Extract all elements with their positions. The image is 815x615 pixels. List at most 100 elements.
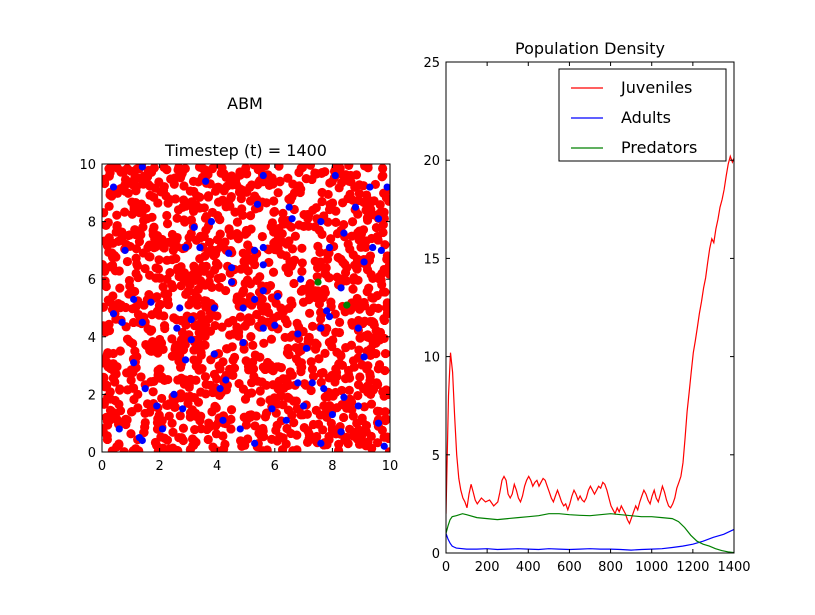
juvenile-point (173, 205, 184, 215)
juvenile-point (262, 445, 272, 452)
juvenile-point (196, 347, 206, 358)
adult-point (383, 183, 390, 191)
juvenile-point (115, 283, 125, 293)
juvenile-point (382, 254, 390, 264)
juvenile-point (132, 352, 142, 362)
juvenile-point (239, 344, 249, 354)
adult-point (308, 379, 316, 387)
juvenile-point (249, 371, 259, 382)
juvenile-point (254, 428, 264, 438)
juvenile-point (372, 438, 383, 448)
juvenile-point (345, 399, 355, 410)
juvenile-point (149, 345, 159, 356)
juvenile-point (353, 391, 363, 401)
juvenile-point (196, 424, 206, 434)
juvenile-point (363, 164, 373, 173)
juvenile-point (297, 243, 307, 253)
juvenile-point (226, 414, 236, 425)
predator-point (343, 301, 351, 309)
juvenile-point (334, 439, 344, 449)
juvenile-point (314, 225, 324, 235)
juvenile-point (378, 164, 388, 174)
juvenile-point (346, 340, 357, 350)
juvenile-point (306, 357, 316, 367)
juvenile-point (373, 303, 383, 313)
juvenile-point (105, 168, 115, 178)
adult-point (147, 298, 155, 306)
juvenile-point (331, 327, 341, 337)
juvenile-point (182, 392, 192, 402)
juvenile-point (354, 235, 364, 245)
juvenile-point (111, 369, 121, 379)
adult-point (216, 385, 224, 393)
juvenile-point (226, 424, 236, 434)
juvenile-point (353, 315, 364, 326)
juvenile-point (195, 192, 205, 202)
juvenile-point (156, 338, 167, 348)
juvenile-point (320, 288, 330, 298)
adult-point (317, 218, 325, 226)
adult-point (294, 330, 302, 338)
juvenile-point (115, 346, 125, 356)
juvenile-point (228, 355, 238, 365)
juvenile-point (212, 311, 222, 321)
juvenile-point (346, 177, 356, 187)
juvenile-point (172, 213, 182, 223)
adult-point (325, 313, 334, 321)
scatter-plot-area (102, 164, 390, 452)
juvenile-point (120, 186, 130, 196)
juvenile-point (330, 377, 340, 387)
juvenile-point (192, 300, 203, 310)
predators-legend-label: Predators (621, 138, 697, 157)
adult-point (317, 324, 325, 332)
juvenile-point (259, 338, 269, 348)
juvenile-point (257, 231, 267, 242)
juvenile-point (289, 396, 299, 406)
juvenile-point (282, 378, 292, 388)
juvenile-point (173, 266, 183, 276)
line-y-tick-label: 0 (432, 547, 440, 562)
juvenile-point (269, 313, 279, 323)
juvenile-point (372, 406, 383, 416)
juvenile-point (120, 174, 131, 185)
juvenile-point (311, 405, 321, 416)
juvenile-point (139, 300, 149, 310)
juvenile-point (361, 427, 371, 437)
juvenile-point (154, 255, 164, 265)
juvenile-point (315, 247, 325, 258)
juvenile-point (206, 245, 217, 255)
adult-point (173, 324, 181, 332)
juvenile-point (316, 377, 326, 387)
scatter-x-tick-label: 10 (382, 459, 399, 474)
juvenile-point (297, 266, 307, 276)
juvenile-point (201, 389, 211, 399)
juvenile-point (153, 264, 164, 274)
adult-point (115, 425, 123, 433)
figure-suptitle: ABM (227, 94, 263, 113)
scatter-x-tick-label: 4 (213, 459, 221, 474)
juvenile-point (345, 424, 355, 434)
adult-point (317, 439, 325, 447)
adult-point (118, 318, 126, 326)
juvenile-point (287, 410, 297, 420)
juvenile-point (327, 177, 337, 187)
juvenile-point (185, 374, 196, 384)
adult-point (187, 315, 195, 324)
juvenile-point (344, 164, 354, 170)
juvenile-point (134, 208, 145, 218)
adult-point (259, 261, 267, 269)
juvenile-point (349, 273, 359, 283)
adult-point (190, 223, 198, 231)
juvenile-point (255, 386, 265, 396)
adult-point (181, 243, 190, 252)
juvenile-point (261, 380, 271, 390)
juvenile-point (316, 314, 326, 324)
juvenile-point (358, 181, 369, 191)
line-y-tick-label: 10 (423, 351, 440, 366)
adult-point (331, 171, 339, 180)
adult-point (187, 336, 195, 344)
adult-point (181, 356, 190, 364)
scatter-x-tick-label: 8 (328, 459, 336, 474)
line-ticks-group: 0 200 400 600 800 1000 1200 1400 0 5 10 15 20 25 (423, 56, 750, 575)
line-x-tick-label: 1000 (635, 560, 668, 575)
